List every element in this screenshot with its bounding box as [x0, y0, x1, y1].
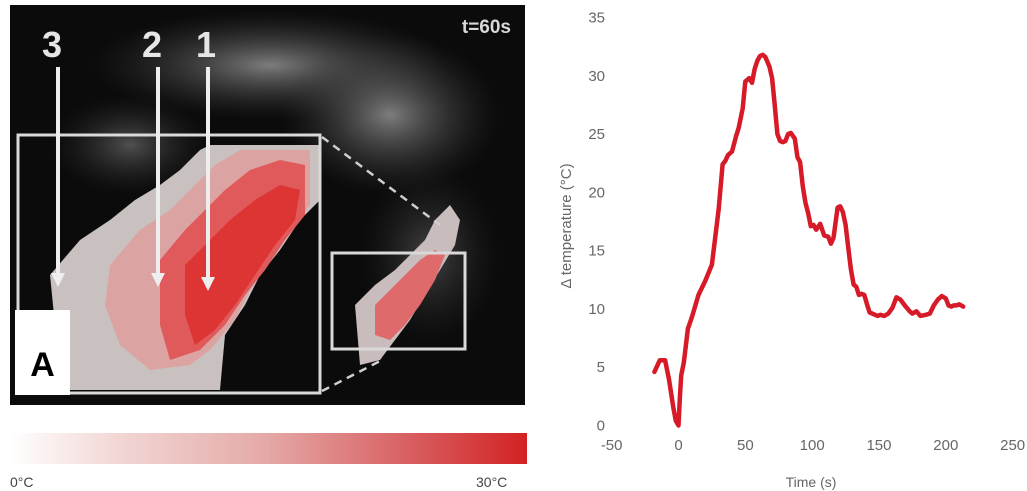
y-tick-label: 15	[588, 243, 605, 260]
heat-region-small	[355, 205, 460, 365]
scale-min-label: 0°C	[10, 474, 34, 490]
time-label: t=60s	[461, 17, 511, 38]
arrow-1	[201, 67, 215, 291]
thermal-image: t=60s 3 2 1 A	[10, 5, 525, 405]
y-tick-label: 0	[597, 418, 605, 435]
x-tick-label: -50	[601, 437, 623, 454]
zoom-box-small	[330, 251, 467, 351]
color-scale-bar	[10, 433, 527, 464]
zoom-box-main	[16, 133, 322, 395]
y-tick-label: 20	[588, 184, 605, 201]
series-line	[652, 52, 966, 428]
y-tick-label: 30	[588, 68, 605, 85]
y-tick-label: 35	[588, 10, 605, 27]
x-tick-label: 200	[933, 437, 958, 454]
temperature-chart: 0 5 10 15 20 25 30 35 -50 0 50 100 150 200 250 Δ temp…	[558, 10, 1025, 490]
panel-letter: A	[15, 310, 70, 395]
scale-max-label: 30°C	[476, 474, 508, 490]
y-tick-label: 25	[588, 126, 605, 143]
x-tick-label: 50	[737, 437, 754, 454]
tissue-shape	[50, 95, 210, 195]
tissue-shape	[280, 35, 500, 195]
zoom-connector-line	[321, 358, 383, 393]
zoom-connector-line	[321, 135, 441, 227]
y-tick-label: 10	[588, 301, 605, 318]
x-axis: -50 0 50 100 150 200 250	[601, 437, 1025, 454]
arrow-2	[151, 67, 165, 287]
x-tick-label: 0	[674, 437, 682, 454]
y-axis-label: Δ temperature (°C)	[558, 163, 575, 288]
y-tick-label: 5	[597, 359, 605, 376]
thermal-overlay	[16, 10, 500, 395]
x-tick-label: 250	[1000, 437, 1025, 454]
x-tick-label: 150	[866, 437, 891, 454]
x-axis-label: Time (s)	[786, 474, 837, 490]
x-tick-label: 100	[800, 437, 825, 454]
y-axis: 0 5 10 15 20 25 30 35	[588, 10, 605, 435]
arrow-3	[51, 67, 65, 287]
point-label-3: 3	[42, 24, 63, 65]
point-label-1: 1	[196, 24, 217, 65]
point-label-2: 2	[142, 24, 163, 65]
